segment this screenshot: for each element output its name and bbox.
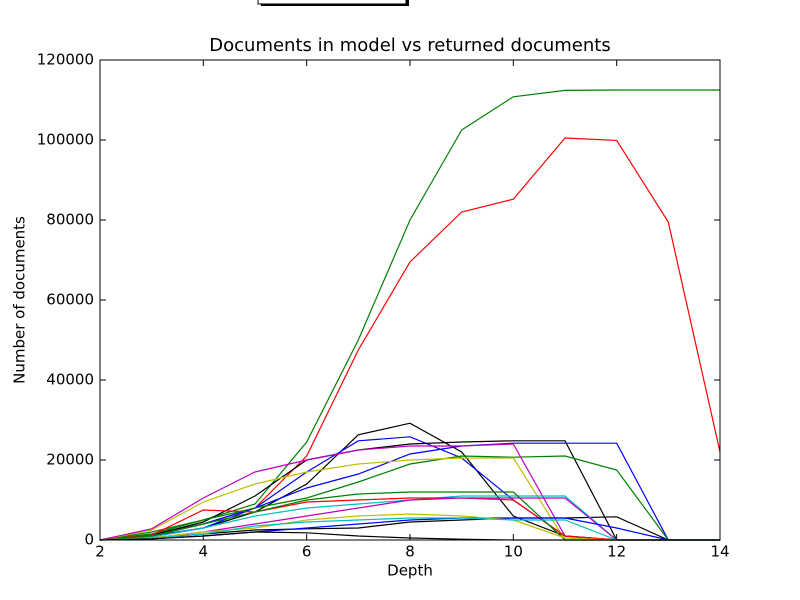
- x-tick-label: 2: [95, 543, 105, 561]
- x-tick-label: 4: [199, 543, 209, 561]
- plot-frame: [99, 59, 721, 541]
- x-tick-label: 8: [405, 543, 415, 561]
- x-axis-label: Depth: [387, 562, 433, 580]
- series-line: [99, 455, 720, 541]
- y-tick-label: 120000: [37, 51, 94, 69]
- plot-area: 0 20000 40000 60000 80000 100000 120000 2 4 6 8 10 1…: [37, 51, 730, 561]
- y-tick-label: 40000: [46, 371, 94, 389]
- x-tick-label: 14: [710, 543, 729, 561]
- y-tick-label: 80000: [46, 211, 94, 229]
- legend: News: [257, 0, 409, 6]
- x-tick-label: 12: [607, 543, 626, 561]
- chart-title: Documents in model vs returned documents: [209, 35, 610, 56]
- legend-box: [257, 0, 407, 5]
- y-tick-label: 100000: [37, 131, 94, 149]
- x-tick-label: 6: [302, 543, 312, 561]
- x-tick-label: 10: [504, 543, 523, 561]
- y-axis-label: Number of documents: [11, 216, 29, 384]
- y-tick-label: 20000: [46, 451, 94, 469]
- y-tick-label: 0: [84, 531, 94, 549]
- y-tick-label: 60000: [46, 291, 94, 309]
